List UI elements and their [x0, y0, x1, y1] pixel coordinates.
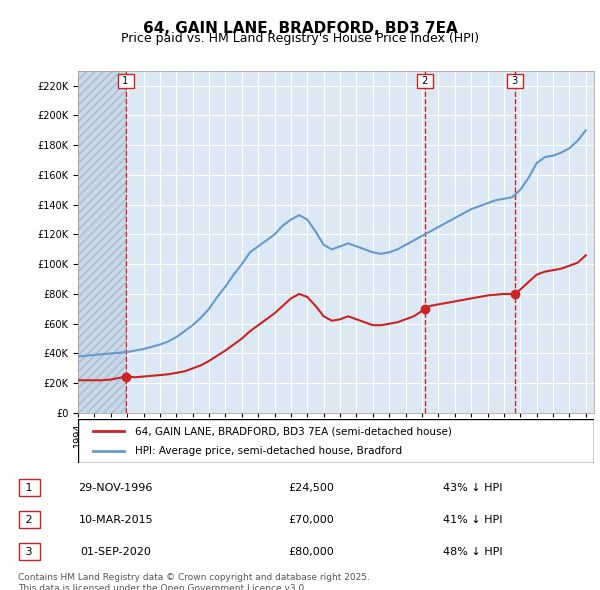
Text: £24,500: £24,500	[289, 483, 334, 493]
Text: 3: 3	[509, 76, 521, 86]
Text: 29-NOV-1996: 29-NOV-1996	[79, 483, 153, 493]
Text: 43% ↓ HPI: 43% ↓ HPI	[443, 483, 503, 493]
Text: Contains HM Land Registry data © Crown copyright and database right 2025.
This d: Contains HM Land Registry data © Crown c…	[18, 573, 370, 590]
Text: 3: 3	[22, 547, 36, 557]
Text: Price paid vs. HM Land Registry's House Price Index (HPI): Price paid vs. HM Land Registry's House …	[121, 32, 479, 45]
FancyBboxPatch shape	[78, 419, 594, 463]
Text: 2: 2	[22, 514, 37, 525]
Text: HPI: Average price, semi-detached house, Bradford: HPI: Average price, semi-detached house,…	[135, 446, 402, 455]
Text: 64, GAIN LANE, BRADFORD, BD3 7EA: 64, GAIN LANE, BRADFORD, BD3 7EA	[143, 21, 457, 35]
Text: 41% ↓ HPI: 41% ↓ HPI	[443, 514, 503, 525]
Text: 10-MAR-2015: 10-MAR-2015	[79, 514, 153, 525]
Text: 01-SEP-2020: 01-SEP-2020	[80, 547, 151, 557]
Text: 2: 2	[419, 76, 431, 86]
Text: 64, GAIN LANE, BRADFORD, BD3 7EA (semi-detached house): 64, GAIN LANE, BRADFORD, BD3 7EA (semi-d…	[135, 427, 452, 436]
Text: 1: 1	[22, 483, 36, 493]
Text: £80,000: £80,000	[289, 547, 334, 557]
Text: 48% ↓ HPI: 48% ↓ HPI	[443, 547, 503, 557]
Text: 1: 1	[119, 76, 132, 86]
Text: £70,000: £70,000	[289, 514, 334, 525]
